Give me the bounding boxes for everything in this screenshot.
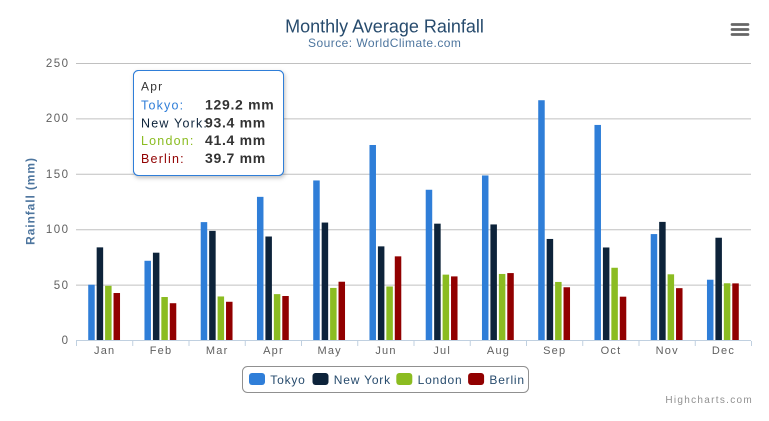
svg-text:Apr: Apr [263,345,284,357]
svg-text:129.2 mm: 129.2 mm [205,97,274,113]
svg-text:Dec: Dec [712,345,735,357]
svg-text:250: 250 [46,58,70,70]
svg-text:Aug: Aug [487,345,510,357]
svg-text:100: 100 [46,224,70,236]
svg-text:41.4 mm: 41.4 mm [205,132,266,148]
svg-text:Sep: Sep [543,345,566,357]
svg-text:Jul: Jul [433,345,451,357]
svg-text:May: May [318,345,342,357]
svg-text:Oct: Oct [601,345,622,357]
svg-text:Tokyo: Tokyo [270,373,305,387]
svg-text:Tokyo:: Tokyo: [141,99,184,113]
svg-text:Monthly Average Rainfall: Monthly Average Rainfall [285,17,484,37]
svg-text:Source: WorldClimate.com: Source: WorldClimate.com [308,36,461,50]
svg-text:0: 0 [62,335,70,347]
svg-text:200: 200 [46,113,70,125]
svg-text:London: London [418,373,463,387]
svg-text:Nov: Nov [656,345,679,357]
svg-text:Jan: Jan [94,345,115,357]
svg-text:New York: New York [334,373,391,387]
svg-text:150: 150 [46,169,70,181]
svg-text:93.4 mm: 93.4 mm [205,114,266,130]
svg-text:Berlin:: Berlin: [141,152,185,166]
svg-text:Rainfall (mm): Rainfall (mm) [24,157,38,245]
svg-text:50: 50 [54,280,70,292]
svg-text:Mar: Mar [206,345,229,357]
svg-text:Highcharts.com: Highcharts.com [665,395,753,406]
svg-text:39.7 mm: 39.7 mm [205,150,266,166]
svg-text:New York:: New York: [141,116,208,130]
svg-text:Feb: Feb [150,345,173,357]
svg-text:London:: London: [141,134,195,148]
svg-text:Apr: Apr [141,80,163,94]
svg-text:Berlin: Berlin [489,373,524,387]
svg-text:Jun: Jun [375,345,396,357]
